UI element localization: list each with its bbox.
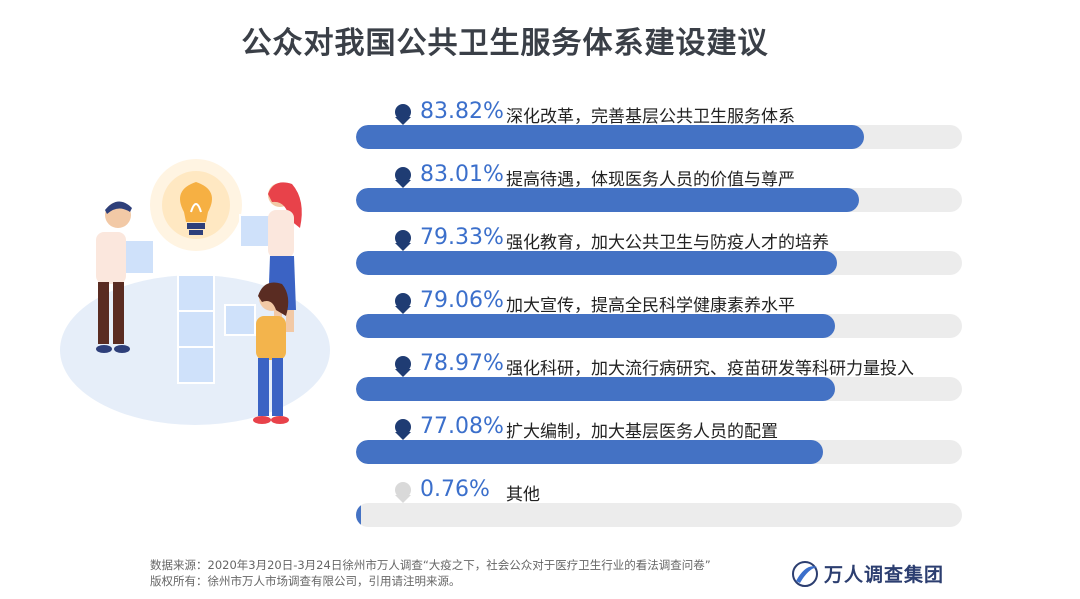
person-bubble-icon [395,230,411,251]
person-bubble-icon [395,293,411,314]
bar-track [356,125,962,149]
bar-fill [356,377,835,401]
bar-category-label: 深化改革，完善基层公共卫生服务体系 [506,107,795,127]
teamwork-lightbulb-illustration [60,159,330,425]
bar-track [356,188,962,212]
bar-row: 79.06% 加大宣传，提高全民科学健康素养水平 [354,288,974,338]
person-bubble-icon [395,482,411,503]
bar-row: 79.33% 强化教育，加大公共卫生与防疫人才的培养 [354,225,974,275]
person-bubble-icon [395,104,411,125]
page-title: 公众对我国公共卫生服务体系建设建议 [241,26,769,61]
bar-track [356,440,962,464]
person-bubble-icon [395,356,411,377]
bar-fill [356,314,836,338]
logo-text: 万人调查集团 [824,564,945,586]
bar-value-label: 0.76% [420,477,490,502]
bar-row: 78.97% 强化科研，加大流行病研究、疫苗研发等科研力量投入 [354,351,974,401]
footer: 数据来源：2020年3月20日-3月24日徐州市万人调查“大疫之下，社会公众对于… [150,557,711,589]
bar-track [356,314,962,338]
wanren-logo-icon [792,560,818,587]
bar-category-label: 提高待遇，体现医务人员的价值与尊严 [506,170,795,190]
copyright-note: 版权所有：徐州市万人市场调查有限公司，引用请注明来源。 [150,574,461,588]
bar-value-label: 77.08% [420,414,504,439]
bar-value-label: 83.01% [420,162,504,187]
bar-category-label: 其他 [506,485,540,505]
bar-fill [356,503,362,527]
bar-value-label: 78.97% [420,351,504,376]
bar-value-label: 79.06% [420,288,504,313]
person-bubble-icon [395,167,411,188]
brand-logo: 万人调查集团 [790,560,944,587]
bar-row: 0.76% 其他 [354,477,974,527]
bar-fill [356,251,837,275]
bar-category-label: 扩大编制，加大基层医务人员的配置 [506,422,778,442]
bar-value-label: 79.33% [420,225,504,250]
bar-row: 77.08% 扩大编制，加大基层医务人员的配置 [354,414,974,464]
bar-track [356,503,962,527]
bar-track [356,251,962,275]
person-bubble-icon [395,419,411,440]
bar-category-label: 强化科研，加大流行病研究、疫苗研发等科研力量投入 [506,359,914,379]
bar-fill [356,188,860,212]
bar-row: 83.01% 提高待遇，体现医务人员的价值与尊严 [354,162,974,212]
bar-track [356,377,962,401]
bar-category-label: 强化教育，加大公共卫生与防疫人才的培养 [506,233,829,253]
bar-value-label: 83.82% [420,99,504,124]
bar-fill [356,440,824,464]
bar-fill [356,125,864,149]
bar-category-label: 加大宣传，提高全民科学健康素养水平 [506,296,795,316]
data-source-note: 数据来源：2020年3月20日-3月24日徐州市万人调查“大疫之下，社会公众对于… [150,558,711,572]
bar-row: 83.82% 深化改革，完善基层公共卫生服务体系 [354,99,974,149]
